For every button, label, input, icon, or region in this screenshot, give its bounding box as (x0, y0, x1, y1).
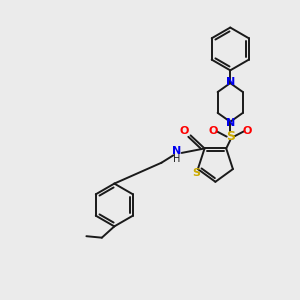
Text: O: O (208, 126, 218, 136)
Text: N: N (172, 146, 181, 156)
Text: N: N (226, 76, 235, 87)
Text: O: O (243, 126, 252, 136)
Text: N: N (226, 118, 235, 128)
Text: H: H (172, 154, 180, 164)
Text: O: O (180, 126, 189, 136)
Text: S: S (226, 130, 235, 143)
Text: S: S (192, 168, 200, 178)
